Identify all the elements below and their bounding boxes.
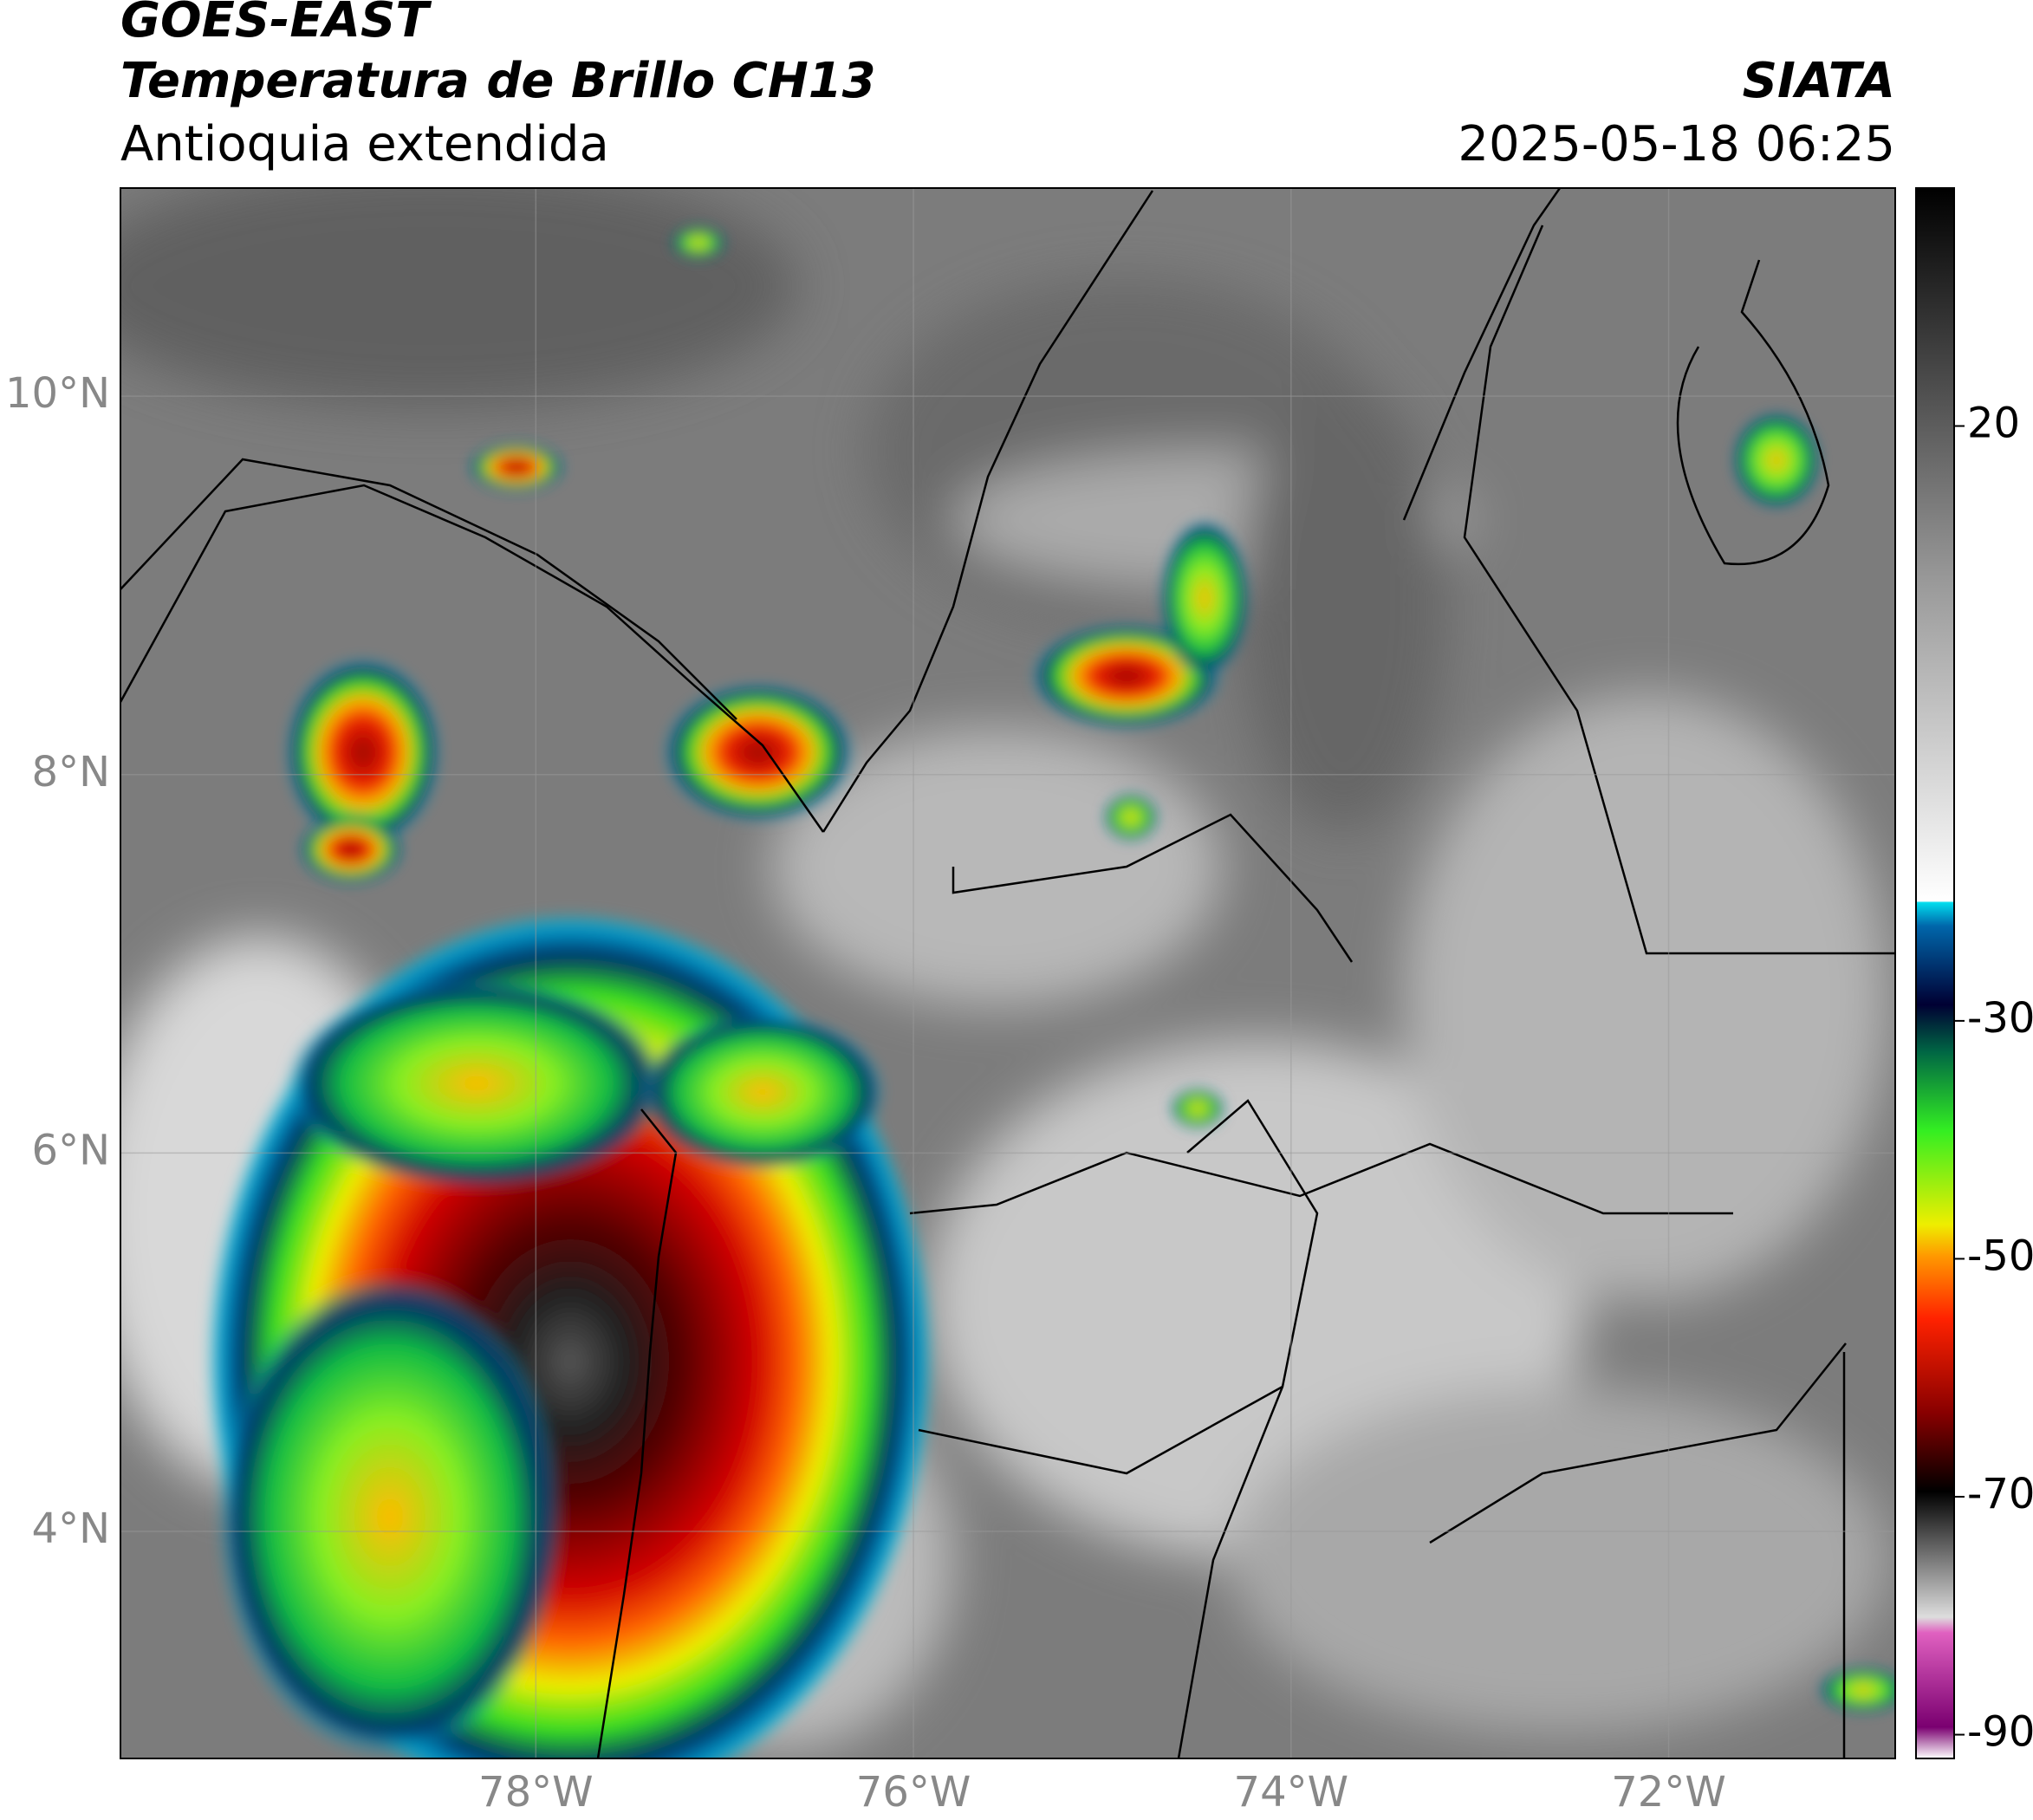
x-tick-label: 74°W xyxy=(1234,1768,1349,1817)
y-tick-label: 10°N xyxy=(5,369,110,418)
source: SIATA xyxy=(1743,53,1895,109)
colorbar xyxy=(1915,187,1955,1759)
colorbar-tick-label: -70 xyxy=(1967,1470,2033,1518)
grid xyxy=(120,188,1895,1758)
region: Antioquia extendida xyxy=(120,116,609,172)
colorbar-tick-label: -30 xyxy=(1967,994,2033,1043)
colorbar-tick-label: -50 xyxy=(1967,1232,2033,1280)
datetime: 2025-05-18 06:25 xyxy=(1458,116,1895,172)
subtitle: Temperatura de Brillo CH13 xyxy=(120,53,876,109)
colorbar-tick-label: -90 xyxy=(1967,1708,2033,1757)
map-frame xyxy=(120,187,1896,1759)
y-tick-label: 6°N xyxy=(32,1126,110,1174)
title: GOES-EAST xyxy=(120,0,432,49)
x-tick-label: 76°W xyxy=(856,1768,971,1817)
x-tick-label: 78°W xyxy=(478,1768,594,1817)
y-tick-label: 4°N xyxy=(32,1505,110,1553)
colorbar-tick-label: 20 xyxy=(1967,400,2020,448)
y-tick-label: 8°N xyxy=(32,748,110,796)
x-tick-label: 72°W xyxy=(1611,1768,1726,1817)
satellite-image xyxy=(120,188,1895,1758)
